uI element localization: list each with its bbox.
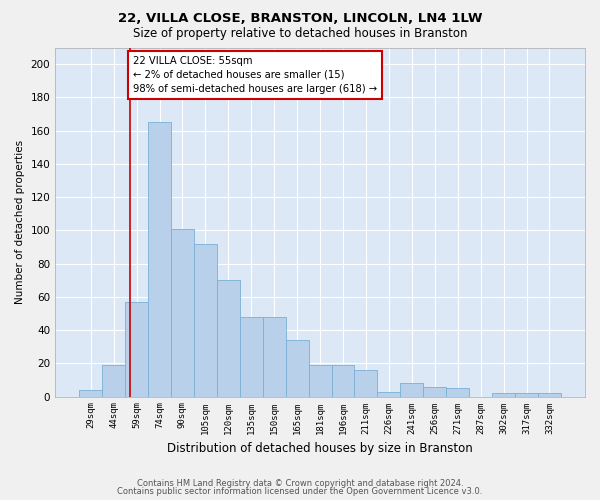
Y-axis label: Number of detached properties: Number of detached properties bbox=[15, 140, 25, 304]
Bar bbox=[148, 122, 171, 396]
Bar bbox=[102, 365, 125, 396]
Bar bbox=[240, 317, 263, 396]
Bar bbox=[171, 228, 194, 396]
Bar bbox=[308, 365, 332, 396]
Bar bbox=[125, 302, 148, 396]
Bar bbox=[446, 388, 469, 396]
Bar bbox=[400, 384, 423, 396]
Bar bbox=[194, 244, 217, 396]
Bar bbox=[332, 365, 355, 396]
X-axis label: Distribution of detached houses by size in Branston: Distribution of detached houses by size … bbox=[167, 442, 473, 455]
Bar bbox=[263, 317, 286, 396]
Text: 22 VILLA CLOSE: 55sqm
← 2% of detached houses are smaller (15)
98% of semi-detac: 22 VILLA CLOSE: 55sqm ← 2% of detached h… bbox=[133, 56, 377, 94]
Bar bbox=[423, 386, 446, 396]
Text: Contains public sector information licensed under the Open Government Licence v3: Contains public sector information licen… bbox=[118, 487, 482, 496]
Bar bbox=[377, 392, 400, 396]
Bar bbox=[79, 390, 102, 396]
Bar bbox=[355, 370, 377, 396]
Bar bbox=[538, 393, 561, 396]
Text: 22, VILLA CLOSE, BRANSTON, LINCOLN, LN4 1LW: 22, VILLA CLOSE, BRANSTON, LINCOLN, LN4 … bbox=[118, 12, 482, 26]
Bar bbox=[515, 393, 538, 396]
Text: Size of property relative to detached houses in Branston: Size of property relative to detached ho… bbox=[133, 28, 467, 40]
Text: Contains HM Land Registry data © Crown copyright and database right 2024.: Contains HM Land Registry data © Crown c… bbox=[137, 478, 463, 488]
Bar bbox=[217, 280, 240, 396]
Bar bbox=[492, 393, 515, 396]
Bar bbox=[286, 340, 308, 396]
